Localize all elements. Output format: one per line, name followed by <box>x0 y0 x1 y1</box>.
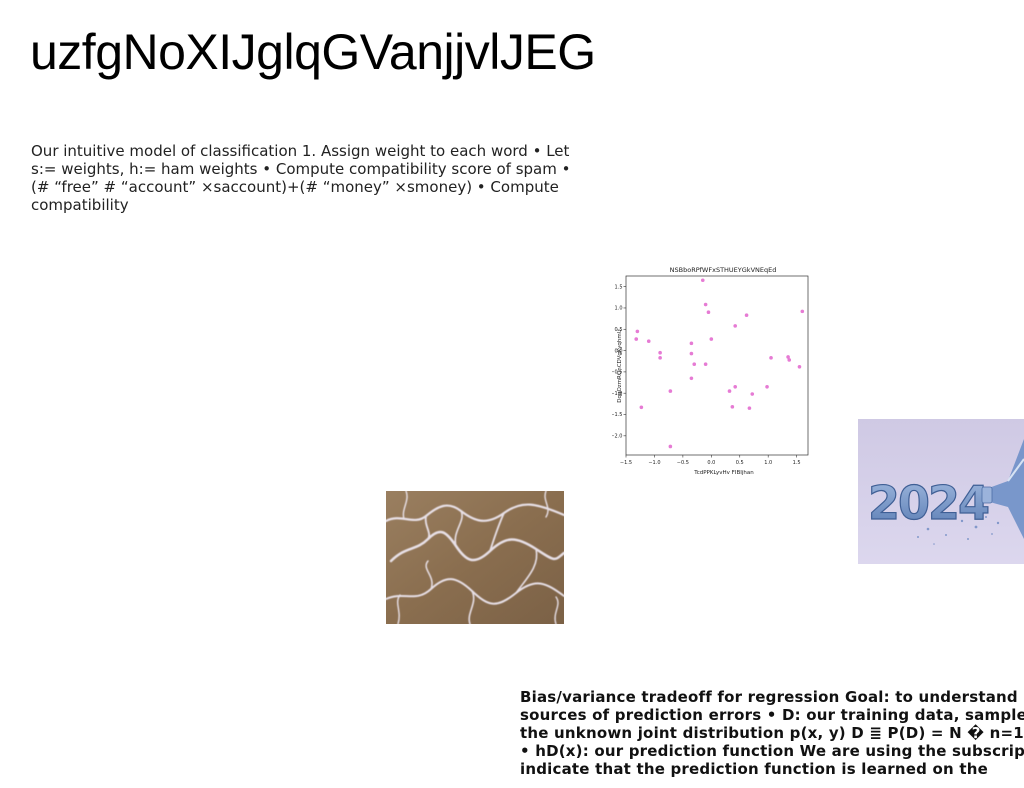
bottle-illustration <box>981 439 1024 539</box>
y-tick-label: −1.0 <box>612 391 623 397</box>
scatter-point <box>797 364 802 369</box>
scatter-point <box>727 389 732 393</box>
scatter-point <box>706 310 711 315</box>
scatter-point <box>635 329 640 334</box>
x-tick-label: −1.5 <box>620 460 632 466</box>
chart-title: NSBboRPfWFxSTHUEYGkVNEqEd <box>670 266 777 274</box>
scatter-point <box>786 355 790 359</box>
scatter-point <box>703 362 708 367</box>
scatter-point <box>646 339 651 344</box>
paragraph-line: Bias/variance tradeoff for regression Go… <box>520 688 1018 706</box>
scatter-point <box>765 385 769 389</box>
chart-points <box>634 278 805 449</box>
scatter-chart: NSBboRPfWFxSTHUEYGkVNEqEd −1.5 −1.0 −0.5 0.… <box>612 266 809 476</box>
scatter-point <box>692 362 697 367</box>
scatter-point <box>639 405 644 410</box>
chart-plot-area <box>625 275 809 456</box>
chart-ticks: −1.5 −1.0 −0.5 0.0 0.5 1.0 1.5 −2.0 −1.5 −1.0 −0.5… <box>612 284 801 466</box>
y-tick-label: −0.5 <box>612 370 623 376</box>
paragraph-classification: Our intuitive model of classification 1.… <box>31 142 571 214</box>
y-tick-label: 0.5 <box>615 327 623 333</box>
paragraph-line: the unknown joint distribution p(x, y) D… <box>520 724 1024 742</box>
page-title: uzfgNoXIJglqGVanjjvlJEG <box>30 24 596 80</box>
paragraph-bias-variance: Bias/variance tradeoff for regression Go… <box>520 688 1024 778</box>
scatter-point <box>658 350 662 355</box>
x-tick-label: −0.5 <box>677 460 689 466</box>
scatter-point <box>668 389 673 393</box>
water-caustics-illustration <box>386 491 564 624</box>
newyear-image: 2024 <box>858 419 1024 564</box>
paragraph-line: sources of prediction errors • D: our tr… <box>520 706 1024 724</box>
2024-balloon-illustration: 2024 <box>858 419 1024 564</box>
scatter-point <box>689 376 694 381</box>
scatter-point <box>668 444 673 449</box>
x-tick-label: 1.0 <box>764 460 772 466</box>
scatter-point <box>750 392 755 396</box>
x-tick-label: 1.5 <box>793 460 801 466</box>
scatter-point <box>787 358 792 362</box>
y-tick-label: −2.0 <box>612 434 623 440</box>
y-tick-label: 0.0 <box>615 348 623 354</box>
scatter-point <box>700 278 705 283</box>
scatter-point <box>730 405 735 409</box>
scatter-point <box>747 406 752 410</box>
y-tick-label: 1.5 <box>615 284 623 290</box>
x-tick-label: 0.5 <box>736 460 744 466</box>
chart-ylabel: DqgOzmROnCDVgKyqhmU <box>617 329 623 402</box>
scatter-point <box>709 337 714 341</box>
paragraph-line: • hD(x): our prediction function We are … <box>520 742 1024 760</box>
scatter-point <box>658 356 662 360</box>
chart-xlabel: TcdPPKLyvHv FIBIjhan <box>693 470 754 476</box>
scatter-point <box>689 351 694 356</box>
y-tick-label: 1.0 <box>615 306 623 312</box>
x-tick-label: −1.0 <box>648 460 660 466</box>
paragraph-line: indicate that the prediction function is… <box>520 760 988 778</box>
y-tick-label: −1.5 <box>612 412 623 418</box>
newyear-2024-text: 2024 <box>868 476 988 530</box>
scatter-point <box>689 341 694 346</box>
scatter-point <box>703 302 708 307</box>
water-image <box>386 491 564 624</box>
scatter-point <box>634 337 639 341</box>
scatter-point <box>744 313 749 318</box>
scatter-point <box>733 385 737 389</box>
scatter-point <box>733 324 737 328</box>
scatter-point <box>769 356 773 360</box>
scatter-point <box>800 309 805 314</box>
x-tick-label: 0.0 <box>707 460 715 466</box>
